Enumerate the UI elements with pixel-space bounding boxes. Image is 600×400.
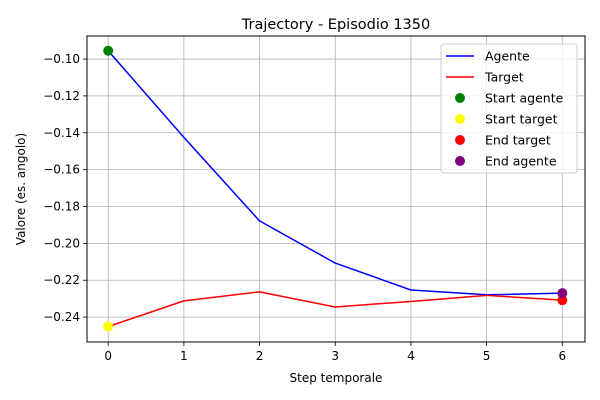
legend: Agente Target Start agente Start target End … (440, 43, 578, 174)
series-lines (107, 50, 563, 328)
y-tick-label: −0.10 (43, 52, 80, 66)
legend-label-end-agente: End agente (485, 154, 557, 169)
x-tick-label: 5 (483, 349, 491, 363)
x-tick-label: 3 (331, 349, 339, 363)
x-tick-label: 2 (256, 349, 264, 363)
legend-box (440, 43, 578, 174)
legend-label-end-target: End target (485, 133, 551, 148)
legend-marker-start-agente (455, 93, 465, 103)
legend-label-agente: Agente (485, 49, 530, 64)
y-axis-label: Valore (es. angolo) (14, 133, 28, 245)
x-tick-label: 1 (180, 349, 188, 363)
marker-end-target (557, 295, 568, 306)
y-tick-label: −0.22 (43, 273, 80, 287)
y-axis-ticks: −0.10 −0.12 −0.14 −0.16 −0.18 −0.20 −0.22 −0.24 (43, 52, 87, 324)
y-tick-label: −0.20 (43, 236, 80, 250)
marker-start-target (103, 321, 114, 332)
series-line-target (107, 291, 563, 328)
legend-marker-end-target (455, 135, 465, 145)
markers (103, 45, 568, 332)
chart-title: Trajectory - Episodio 1350 (241, 17, 430, 33)
x-axis-label: Step temporale (290, 371, 383, 385)
y-tick-label: −0.24 (43, 310, 80, 324)
legend-label-target: Target (484, 70, 524, 85)
marker-start-agente (103, 45, 114, 56)
y-tick-label: −0.16 (43, 163, 80, 177)
legend-marker-end-agente (455, 156, 465, 166)
y-tick-label: −0.18 (43, 200, 80, 214)
x-tick-label: 0 (104, 349, 112, 363)
y-tick-label: −0.14 (43, 126, 80, 140)
marker-end-agente (557, 288, 568, 299)
legend-marker-start-target (455, 114, 465, 124)
x-tick-label: 4 (407, 349, 415, 363)
x-tick-label: 6 (558, 349, 566, 363)
legend-label-start-agente: Start agente (485, 91, 564, 106)
legend-label-start-target: Start target (485, 112, 558, 127)
y-tick-label: −0.12 (43, 89, 80, 103)
x-axis-ticks: 0 1 2 3 4 5 6 (104, 342, 566, 363)
plot-frame (86, 35, 586, 343)
